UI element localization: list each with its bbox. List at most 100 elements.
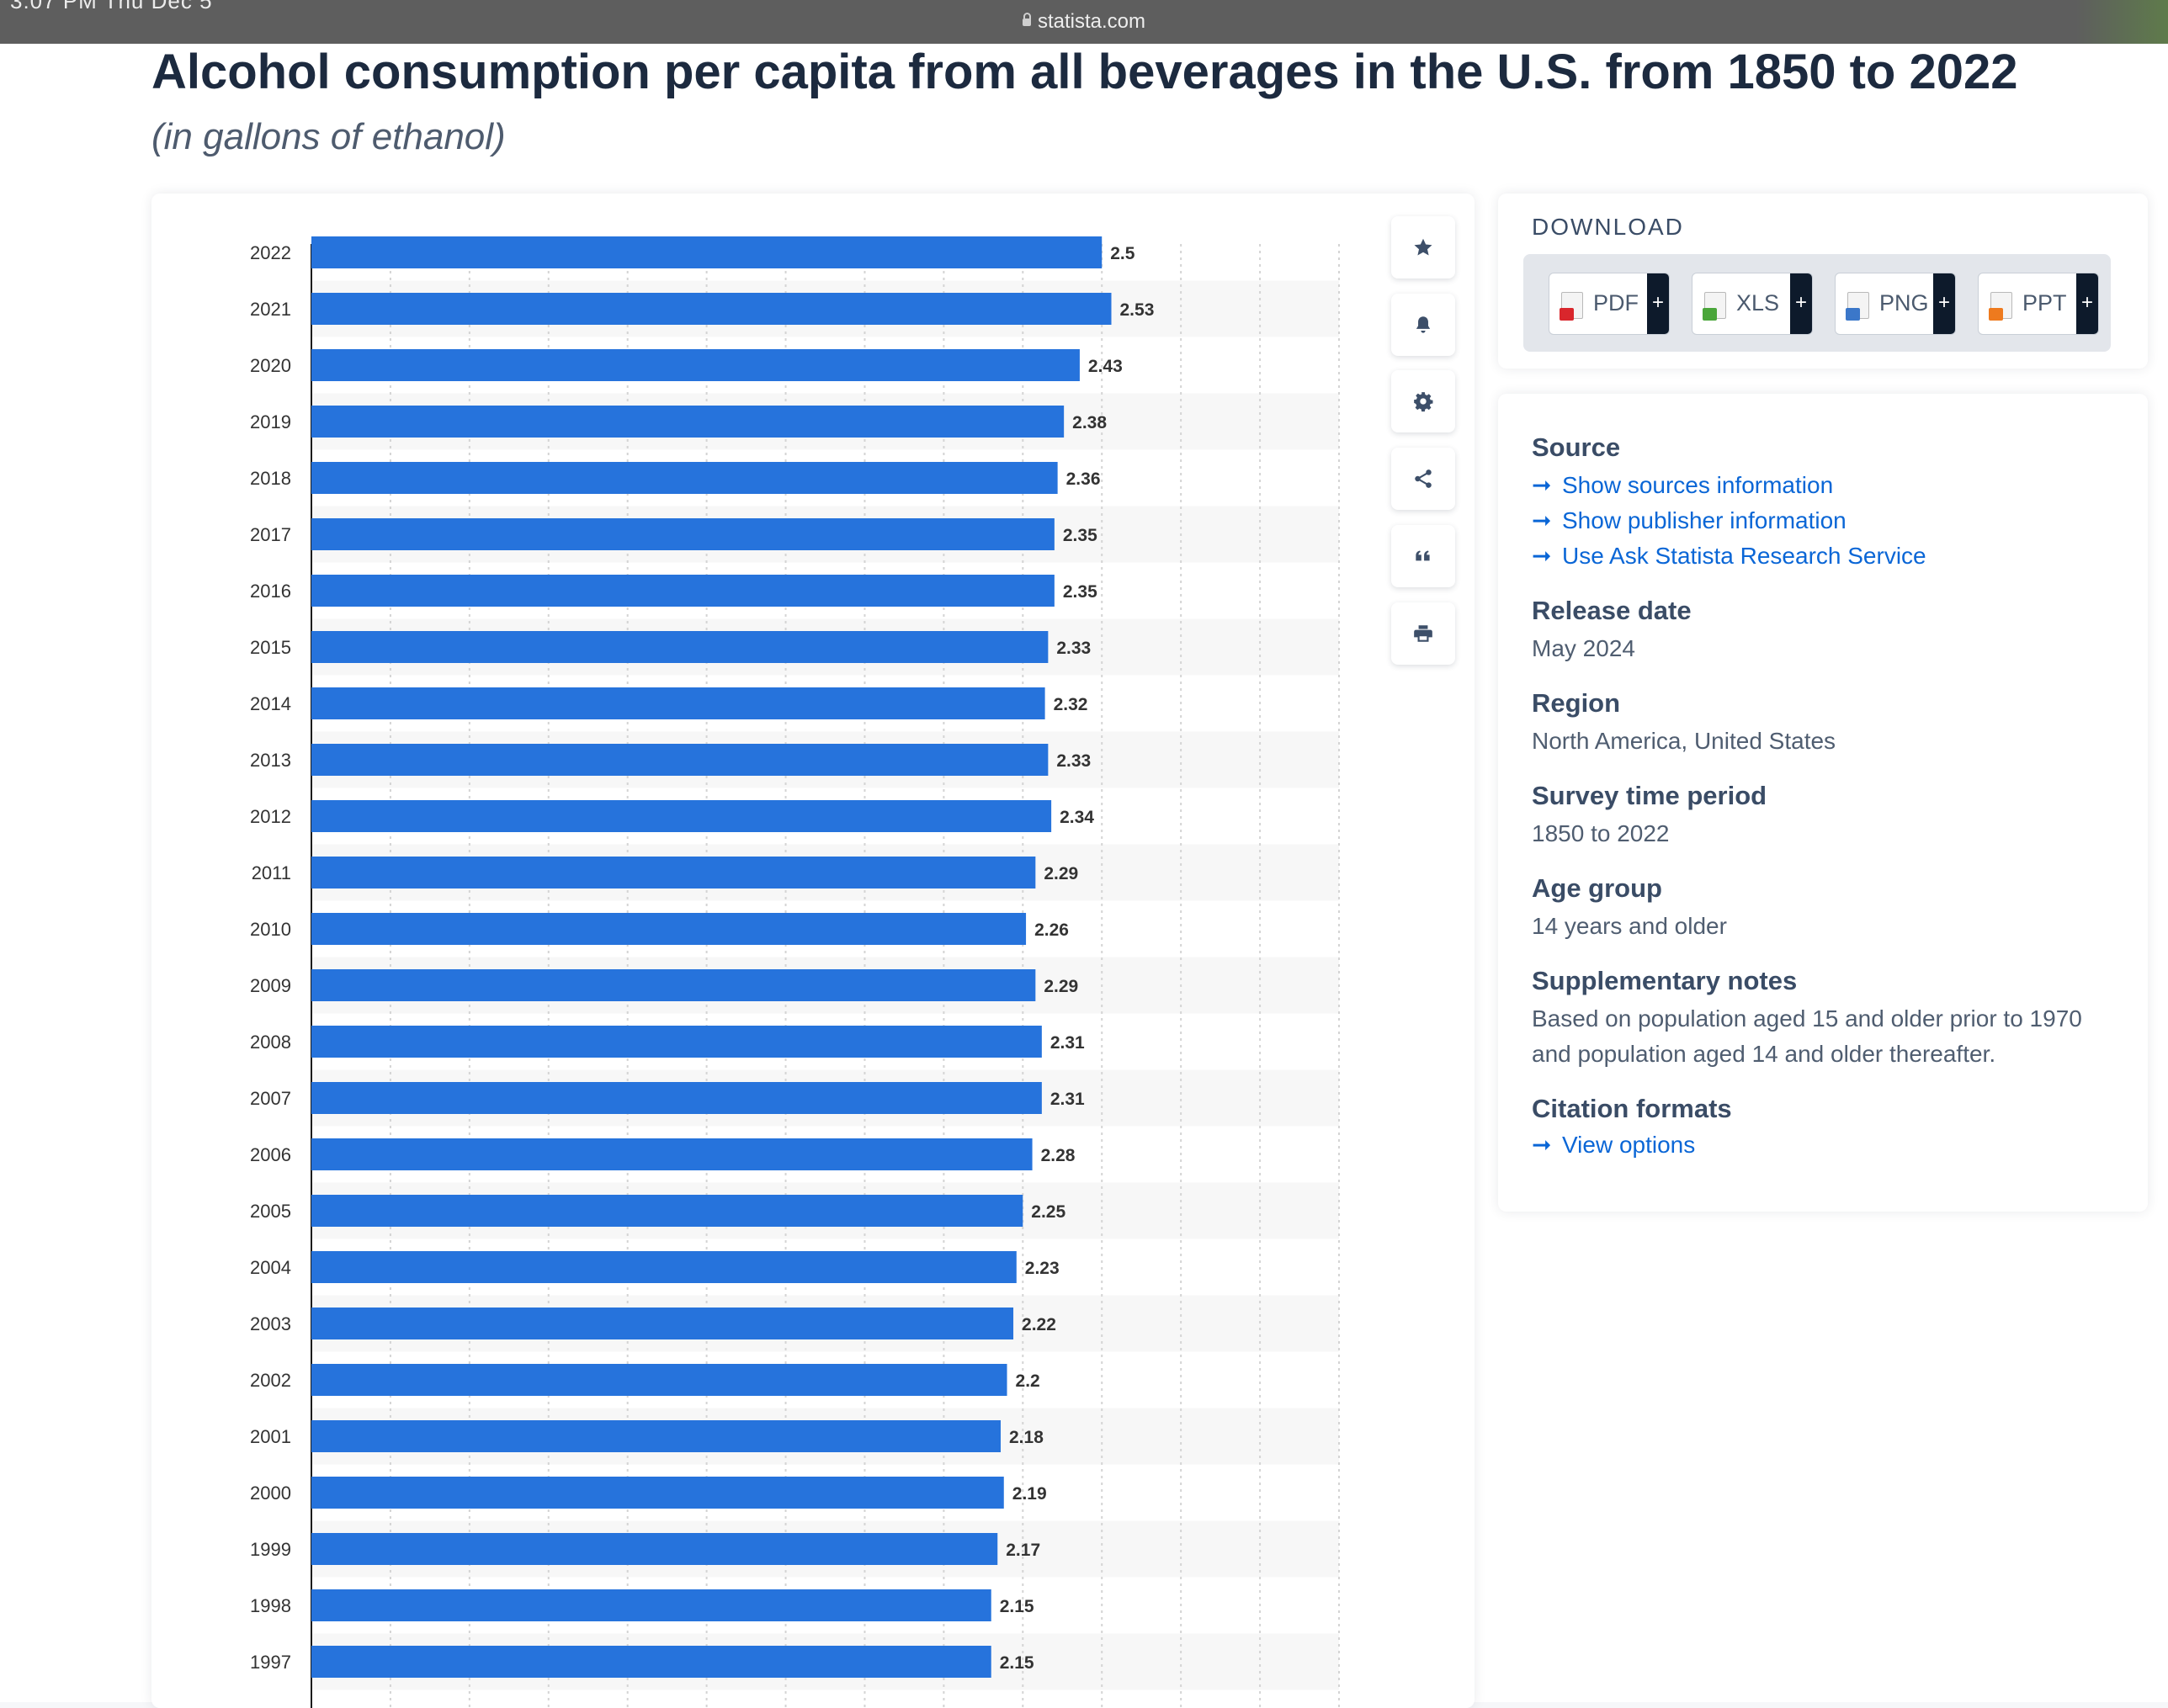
bar[interactable] (311, 1477, 1004, 1509)
bar[interactable] (311, 1646, 991, 1678)
category-label: 2021 (250, 299, 291, 320)
bar[interactable] (311, 462, 1058, 494)
bar[interactable] (311, 1138, 1033, 1170)
pdf-file-icon (1560, 292, 1583, 321)
bar[interactable] (311, 1308, 1014, 1339)
print-button[interactable] (1391, 602, 1455, 665)
category-label: 2003 (250, 1313, 291, 1334)
category-label: 2008 (250, 1032, 291, 1053)
value-label: 2.19 (1012, 1484, 1047, 1504)
share-button[interactable] (1391, 448, 1455, 510)
bar[interactable] (311, 631, 1049, 663)
bar[interactable] (311, 518, 1055, 550)
research-service-link[interactable]: ➞ Use Ask Statista Research Service (1532, 542, 1926, 570)
bar[interactable] (311, 1026, 1042, 1058)
gear-icon (1414, 392, 1433, 412)
bar[interactable] (311, 800, 1052, 832)
notification-button[interactable] (1391, 294, 1455, 356)
supplementary-notes-line-2: and population aged 14 and older thereaf… (1532, 1041, 1996, 1067)
bar[interactable] (311, 1533, 998, 1565)
page-title: Alcohol consumption per capita from all … (151, 45, 2018, 99)
value-label: 2.31 (1050, 1033, 1085, 1053)
value-label: 2.29 (1044, 864, 1078, 883)
download-ppt-plus[interactable]: + (2076, 273, 2098, 334)
value-label: 2.18 (1009, 1428, 1044, 1447)
release-date-heading: Release date (1532, 596, 1692, 625)
bar[interactable] (311, 857, 1036, 888)
value-label: 2.28 (1041, 1146, 1076, 1165)
category-label: 1997 (250, 1652, 291, 1673)
region-value: North America, United States (1532, 728, 1836, 754)
bar[interactable] (311, 1364, 1007, 1396)
ppt-file-icon (1989, 292, 2012, 321)
settings-button[interactable] (1391, 370, 1455, 432)
bar[interactable] (311, 687, 1045, 719)
show-publisher-label: Show publisher information (1562, 507, 1847, 533)
bar[interactable] (311, 969, 1036, 1001)
release-date-value: May 2024 (1532, 635, 1635, 661)
download-heading: DOWNLOAD (1532, 214, 1684, 240)
download-ppt-button[interactable]: PPT + (1978, 273, 2099, 335)
download-png-label: PNG (1879, 290, 1929, 316)
category-label: 2006 (250, 1144, 291, 1165)
browser-bar: 3:07 PM Thu Dec 5 statista.com (0, 0, 2168, 44)
citation-formats-heading: Citation formats (1532, 1094, 1732, 1123)
lock-icon (1022, 13, 1031, 26)
category-label: 2018 (250, 468, 291, 489)
view-options-label: View options (1562, 1132, 1696, 1158)
bar[interactable] (311, 1195, 1023, 1227)
download-xls-label: XLS (1736, 290, 1780, 316)
download-xls-plus[interactable]: + (1790, 273, 1812, 334)
category-label: 2022 (250, 242, 291, 263)
bar[interactable] (311, 1420, 1002, 1452)
arrow-right-icon: ➞ (1532, 543, 1552, 569)
bar[interactable] (311, 406, 1065, 438)
download-pdf-button[interactable]: PDF + (1549, 273, 1670, 335)
download-xls-button[interactable]: XLS + (1692, 273, 1813, 335)
show-publisher-link[interactable]: ➞ Show publisher information (1532, 507, 1847, 534)
bar[interactable] (311, 1082, 1042, 1114)
download-pdf-plus[interactable]: + (1647, 273, 1669, 334)
category-label: 2010 (250, 919, 291, 940)
category-label: 2017 (250, 524, 291, 545)
tab-edge (2075, 0, 2168, 44)
survey-period-value: 1850 to 2022 (1532, 820, 1670, 846)
value-label: 2.38 (1072, 413, 1107, 432)
bar[interactable] (311, 349, 1080, 381)
bar-chart: 2022 2.5 2021 2.53 2020 2.43 2019 2.38 2018 2.36 2… (250, 236, 1340, 1708)
arrow-right-icon: ➞ (1532, 472, 1552, 498)
category-label: 2016 (250, 581, 291, 602)
bar[interactable] (311, 575, 1055, 607)
arrow-right-icon: ➞ (1532, 507, 1552, 533)
arrow-right-icon: ➞ (1532, 1132, 1552, 1158)
download-png-button[interactable]: PNG + (1835, 273, 1956, 335)
source-heading: Source (1532, 432, 1621, 462)
bar[interactable] (311, 1251, 1017, 1283)
download-ppt-label: PPT (2022, 290, 2067, 316)
category-label: 2007 (250, 1088, 291, 1109)
bar[interactable] (311, 744, 1049, 776)
bar[interactable] (311, 1589, 991, 1621)
bar[interactable] (311, 293, 1112, 325)
category-label: 1999 (250, 1539, 291, 1560)
page-subtitle: (in gallons of ethanol) (151, 116, 506, 157)
download-png-plus[interactable]: + (1933, 273, 1955, 334)
status-text: 3:07 PM Thu Dec 5 (10, 0, 213, 13)
value-label: 2.22 (1022, 1315, 1056, 1334)
category-label: 2005 (250, 1201, 291, 1222)
bar[interactable] (311, 913, 1027, 945)
category-label: 1998 (250, 1595, 291, 1616)
download-card: DOWNLOAD PDF + XLS + PNG + PPT + (1498, 194, 2148, 369)
show-sources-link[interactable]: ➞ Show sources information (1532, 471, 1833, 499)
favorite-button[interactable] (1391, 216, 1455, 278)
view-options-link[interactable]: ➞ View options (1532, 1131, 1695, 1159)
research-service-label: Use Ask Statista Research Service (1562, 543, 1926, 569)
download-pdf-label: PDF (1593, 290, 1639, 316)
value-label: 2.5 (1110, 244, 1135, 263)
cite-button[interactable] (1391, 525, 1455, 587)
png-file-icon (1846, 292, 1869, 321)
address-bar[interactable]: statista.com (0, 10, 2168, 34)
value-label: 2.35 (1063, 526, 1097, 545)
bar[interactable] (311, 236, 1103, 268)
category-label: 2019 (250, 411, 291, 432)
